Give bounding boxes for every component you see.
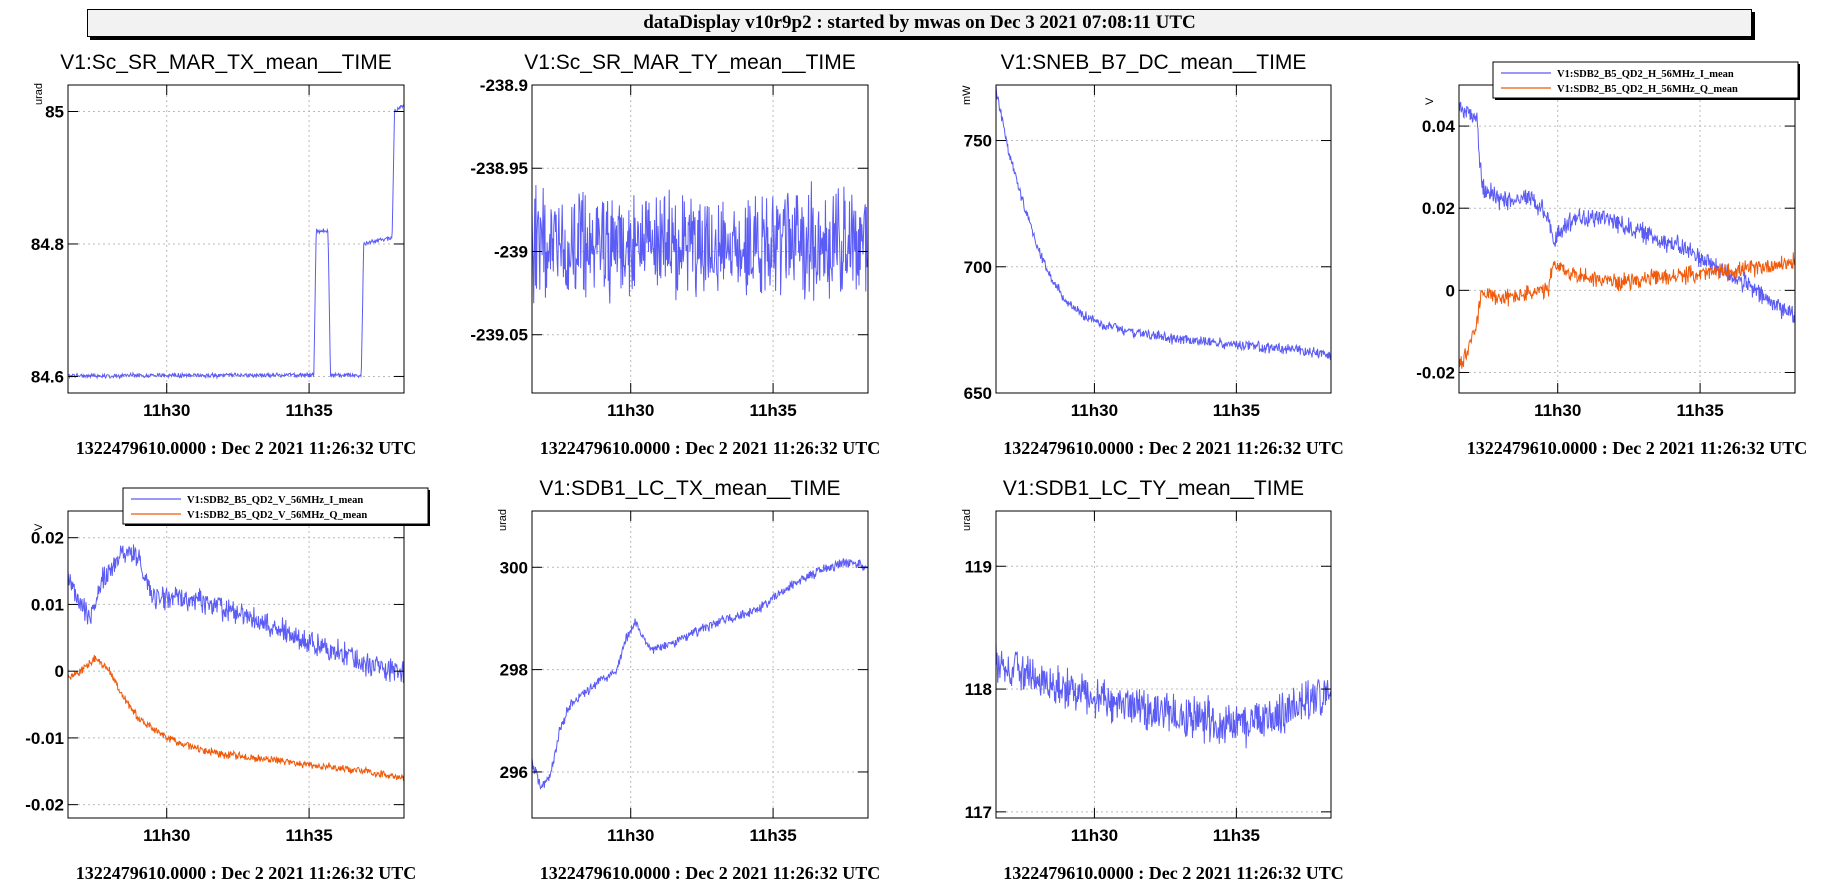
y-tick-label: 298 [500, 661, 528, 680]
y-axis-label: urad [497, 509, 509, 531]
y-tick-label: 0 [55, 662, 64, 681]
y-tick-label: -0.02 [1416, 363, 1455, 382]
chart-panel-2: -239.05 -239 -238.95 -238.9 11h30 11h35 V1:Sc_… [470, 51, 880, 458]
chart-footer-timestamp: 1322479610.0000 : Dec 2 2021 11:26:32 UT… [1003, 863, 1343, 883]
x-tick-label: 11h35 [749, 401, 796, 420]
data-series-line [67, 544, 405, 683]
y-tick-label: 84.6 [31, 367, 64, 386]
chart-title: V1:SDB1_LC_TX_mean__TIME [539, 477, 840, 500]
legend-entry: V1:SDB2_B5_QD2_V_56MHz_I_mean [187, 495, 363, 506]
plot-frame [995, 510, 1332, 819]
chart-footer-timestamp: 1322479610.0000 : Dec 2 2021 11:26:32 UT… [76, 438, 416, 458]
chart-title: V1:SNEB_B7_DC_mean__TIME [1001, 51, 1307, 74]
y-tick-label: 84.8 [31, 235, 64, 254]
y-tick-label: 0.01 [31, 595, 64, 614]
y-axis-label: urad [33, 83, 45, 105]
data-series-line [995, 85, 1332, 360]
x-tick-label: 11h35 [285, 401, 332, 420]
data-series-line [995, 643, 1332, 749]
x-tick-label: 11h35 [285, 826, 332, 845]
y-tick-label: 0.02 [31, 529, 64, 548]
plot-frame [1458, 84, 1796, 394]
legend-box [122, 487, 429, 525]
y-tick-label: 119 [965, 557, 992, 576]
data-series-line [531, 558, 869, 791]
y-tick-label: 118 [965, 680, 992, 699]
y-tick-label: -0.01 [25, 729, 64, 748]
x-tick-label: 11h30 [143, 826, 190, 845]
x-tick-label: 11h30 [1534, 401, 1581, 420]
chart-panel-6: 296 298 300 11h30 11h35 V1:SDB1_LC_TX_mean__T… [497, 477, 880, 883]
y-tick-label: 750 [964, 132, 992, 151]
legend-entry: V1:SDB2_B5_QD2_H_56MHz_I_mean [1557, 69, 1734, 80]
banner-title: dataDisplay v10r9p2 : started by mwas on… [87, 9, 1752, 37]
chart-footer-timestamp: 1322479610.0000 : Dec 2 2021 11:26:32 UT… [540, 863, 880, 883]
plot-frame [995, 84, 1332, 394]
chart-footer-timestamp: 1322479610.0000 : Dec 2 2021 11:26:32 UT… [76, 863, 416, 883]
chart-footer-timestamp: 1322479610.0000 : Dec 2 2021 11:26:32 UT… [1003, 438, 1343, 458]
data-series-line [531, 181, 869, 304]
y-tick-label: -239 [494, 242, 528, 261]
x-tick-label: 11h30 [607, 826, 654, 845]
y-axis-label: V [1424, 97, 1436, 105]
chart-title: V1:Sc_SR_MAR_TY_mean__TIME [524, 51, 855, 74]
plot-frame [67, 84, 405, 394]
plot-frame [531, 84, 869, 394]
y-tick-label: 650 [964, 384, 992, 403]
y-tick-label: 117 [965, 803, 992, 822]
chart-panel-7: 117 118 119 11h30 11h35 V1:SDB1_LC_TY_mean__T… [961, 477, 1344, 883]
y-tick-label: 85 [45, 102, 64, 121]
y-tick-label: 300 [500, 558, 528, 577]
chart-panel-4: -0.02 0 0.02 0.04 11h30 11h35 V 1322479610.0000… [1416, 61, 1807, 458]
data-series-line [67, 104, 405, 380]
y-tick-label: 0.02 [1422, 199, 1455, 218]
x-tick-label: 11h30 [1071, 826, 1118, 845]
y-tick-label: 0.04 [1422, 117, 1456, 136]
plot-frame [531, 510, 869, 819]
chart-panel-1: 84.6 84.8 85 11h30 11h35 V1:Sc_SR_MAR_TX_mean… [31, 51, 416, 458]
y-tick-label: 700 [964, 258, 992, 277]
chart-title: V1:Sc_SR_MAR_TX_mean__TIME [60, 51, 391, 74]
chart-title: V1:SDB1_LC_TY_mean__TIME [1003, 477, 1304, 500]
y-axis-label: V [33, 523, 45, 531]
data-series-line [67, 654, 405, 782]
legend-entry: V1:SDB2_B5_QD2_H_56MHz_Q_mean [1557, 84, 1738, 95]
y-tick-label: -238.9 [480, 76, 528, 95]
data-series-line [1458, 101, 1796, 324]
x-tick-label: 11h30 [607, 401, 654, 420]
x-tick-label: 11h35 [749, 826, 796, 845]
data-series-line [1458, 252, 1796, 369]
chart-legend: V1:SDB2_B5_QD2_H_56MHz_I_mean V1:SDB2_B5_… [1492, 61, 1800, 100]
chart-footer-timestamp: 1322479610.0000 : Dec 2 2021 11:26:32 UT… [540, 438, 880, 458]
x-tick-label: 11h30 [143, 401, 190, 420]
chart-legend: V1:SDB2_B5_QD2_V_56MHz_I_mean V1:SDB2_B5_… [122, 487, 430, 526]
chart-panel-5: -0.02 -0.01 0 0.01 0.02 11h30 11h35 V 1322479610… [25, 487, 430, 883]
x-tick-label: 11h35 [1213, 826, 1260, 845]
y-tick-label: -0.02 [25, 796, 64, 815]
legend-entry: V1:SDB2_B5_QD2_V_56MHz_Q_mean [187, 510, 367, 521]
x-tick-label: 11h30 [1071, 401, 1118, 420]
chart-panel-3: 650 700 750 11h30 11h35 V1:SNEB_B7_DC_mean__T… [961, 51, 1344, 458]
chart-footer-timestamp: 1322479610.0000 : Dec 2 2021 11:26:32 UT… [1467, 438, 1807, 458]
y-tick-label: 0 [1446, 281, 1455, 300]
y-tick-label: 296 [500, 763, 528, 782]
y-tick-label: -238.95 [470, 159, 528, 178]
x-tick-label: 11h35 [1213, 401, 1260, 420]
legend-box [1492, 61, 1799, 99]
y-axis-label: urad [961, 509, 973, 531]
x-tick-label: 11h35 [1676, 401, 1723, 420]
y-tick-label: -239.05 [470, 326, 528, 345]
y-axis-label: mW [961, 85, 973, 105]
